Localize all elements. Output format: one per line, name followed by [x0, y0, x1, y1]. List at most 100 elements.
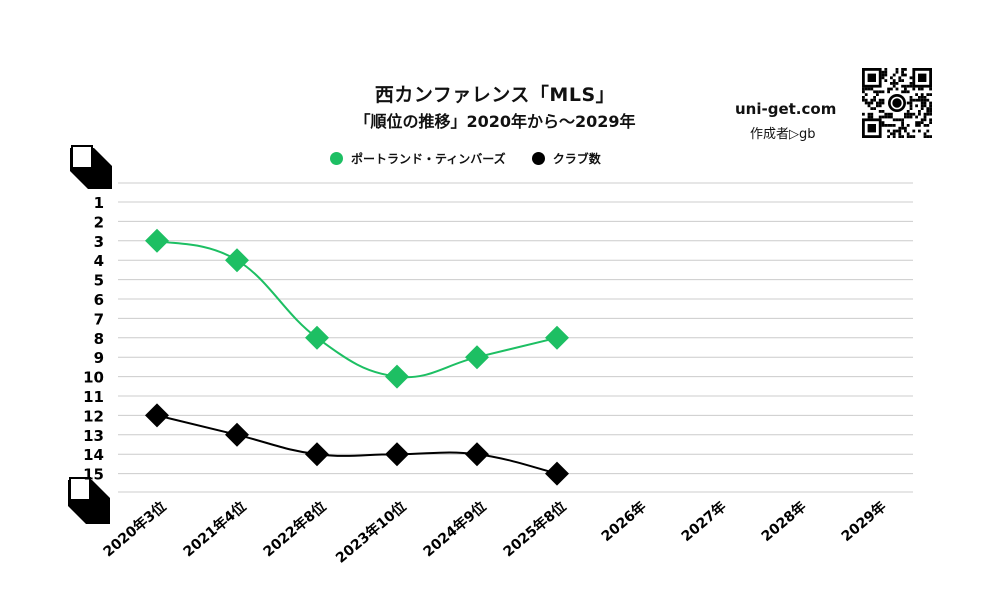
- qr-module: [864, 93, 868, 96]
- qr-module: [878, 104, 882, 108]
- qr-module: [920, 121, 924, 124]
- x-tick-label: 2023年10位: [332, 498, 409, 567]
- qr-module: [898, 79, 902, 82]
- qr-module: [920, 93, 924, 96]
- qr-module: [898, 129, 902, 133]
- qr-module: [901, 118, 904, 122]
- qr-module: [904, 73, 907, 77]
- qr-module: [884, 68, 888, 71]
- y-tick-label: 6: [94, 291, 104, 309]
- qr-module: [909, 96, 913, 99]
- qr-module: [901, 79, 904, 82]
- qr-module: [906, 135, 910, 138]
- x-tick-label: 2028年: [758, 498, 810, 545]
- qr-module: [884, 112, 888, 116]
- qr-module: [887, 90, 890, 94]
- qr-module: [887, 135, 890, 138]
- series-1-point: [385, 364, 409, 389]
- qr-module: [915, 98, 918, 102]
- legend-item-portland: ポートランド・ティンバーズ: [330, 150, 506, 167]
- qr-module: [912, 112, 916, 116]
- qr-module: [901, 124, 904, 127]
- qr-module: [898, 76, 902, 80]
- series-2-point: [225, 422, 249, 447]
- qr-module: [881, 121, 885, 124]
- qr-module: [873, 98, 876, 102]
- qr-module: [895, 87, 899, 91]
- qr-module: [920, 87, 924, 91]
- qr-module: [881, 70, 885, 74]
- qr-module: [878, 110, 882, 113]
- qr-module: [920, 104, 924, 108]
- qr-module: [912, 129, 916, 133]
- series-2-point: [305, 442, 329, 467]
- x-tick-label: 2022年8位: [260, 498, 330, 560]
- qr-module: [904, 84, 907, 88]
- qr-module: [867, 104, 871, 108]
- qr-module: [895, 68, 899, 71]
- qr-module: [923, 98, 927, 102]
- qr-module: [870, 87, 874, 91]
- qr-module: [870, 101, 874, 105]
- qr-module: [929, 110, 932, 113]
- qr-module: [876, 93, 879, 96]
- legend-marker-portland: [330, 151, 343, 165]
- qr-module: [901, 126, 904, 130]
- qr-module: [926, 110, 930, 113]
- qr-module: [901, 70, 904, 74]
- qr-module: [929, 104, 932, 108]
- qr-module: [898, 118, 902, 122]
- qr-module: [918, 110, 921, 113]
- qr-module: [929, 101, 932, 105]
- qr-module: [887, 112, 890, 116]
- x-tick-label: 2021年4位: [180, 498, 250, 560]
- qr-module: [890, 87, 893, 91]
- qr-module: [901, 121, 904, 124]
- y-tick-label: 7: [94, 310, 104, 328]
- qr-module: [926, 107, 930, 110]
- qr-module: [918, 124, 921, 127]
- qr-module: [904, 115, 907, 119]
- qr-module: [870, 107, 874, 110]
- qr-module: [904, 126, 907, 130]
- series-1-point: [145, 228, 169, 253]
- qr-module: [912, 135, 916, 138]
- qr-module: [873, 90, 876, 94]
- qr-module: [915, 93, 918, 96]
- series-1-point: [465, 345, 489, 370]
- qr-module: [887, 124, 890, 127]
- qr-module: [909, 82, 913, 85]
- legend-item-clubs: クラブ数: [531, 150, 601, 167]
- series-1-point: [305, 325, 329, 350]
- qr-module: [926, 112, 930, 116]
- qr-module: [881, 115, 885, 119]
- y-tick-label: 1: [94, 194, 104, 212]
- chart-title: 西カンファレンス「MLS」: [374, 84, 616, 106]
- qr-module: [881, 73, 885, 77]
- qr-module: [923, 112, 927, 116]
- qr-module: [926, 124, 930, 127]
- qr-module: [864, 98, 868, 102]
- qr-module: [909, 112, 913, 116]
- qr-module: [873, 107, 876, 110]
- qr-module: [867, 101, 871, 105]
- qr-module: [876, 90, 879, 94]
- legend-label-clubs: クラブ数: [552, 151, 601, 166]
- qr-module: [923, 115, 927, 119]
- qr-module: [906, 84, 910, 88]
- qr-module: [926, 98, 930, 102]
- qr-module: [929, 121, 932, 124]
- qr-module: [892, 129, 896, 133]
- qr-module: [909, 135, 913, 138]
- qr-module: [881, 124, 885, 127]
- qr-finder: [862, 68, 882, 88]
- qr-module: [909, 76, 913, 80]
- qr-module: [909, 84, 913, 88]
- qr-module: [920, 118, 924, 122]
- qr-module: [884, 79, 888, 82]
- qr-module: [918, 121, 921, 124]
- y-tick-label: 3: [94, 233, 104, 251]
- series-1-point: [545, 325, 569, 350]
- qr-module: [923, 124, 927, 127]
